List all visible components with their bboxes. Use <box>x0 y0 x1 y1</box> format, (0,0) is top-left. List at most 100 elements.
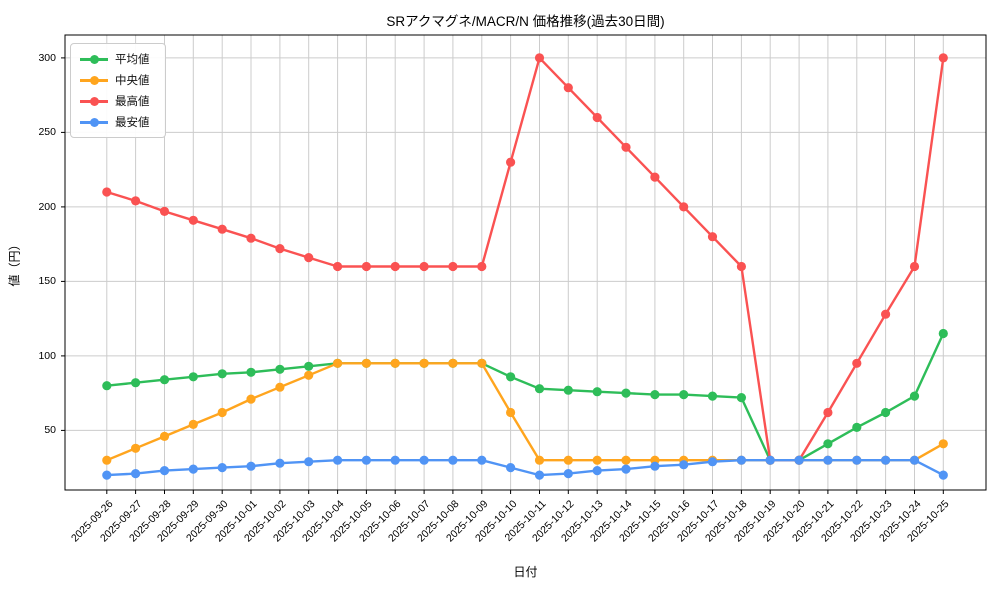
chart-title: SRアクマグネ/MACR/N 価格推移(過去30日間) <box>386 14 665 29</box>
data-point-median <box>131 443 141 453</box>
data-point-min <box>477 455 487 465</box>
data-point-median <box>246 394 256 404</box>
data-point-max <box>159 206 170 216</box>
data-point-max <box>823 407 833 418</box>
data-point-min <box>448 455 458 465</box>
y-tick-label: 250 <box>38 126 56 139</box>
data-point-average <box>304 361 314 371</box>
y-tick-label: 150 <box>38 275 56 288</box>
data-point-median <box>621 455 631 465</box>
data-point-max <box>707 232 718 242</box>
data-point-max <box>246 233 256 243</box>
data-point-min <box>679 460 689 470</box>
data-point-average <box>246 367 256 377</box>
data-point-median <box>275 382 285 392</box>
data-point-min <box>159 466 170 476</box>
legend-item-median: 中央値 <box>80 72 156 88</box>
data-point-min <box>852 455 862 465</box>
data-point-average <box>707 391 718 401</box>
data-point-min <box>217 463 227 473</box>
data-point-average <box>506 372 516 382</box>
data-point-average <box>188 372 198 382</box>
data-point-min <box>361 455 371 465</box>
data-point-median <box>592 455 602 465</box>
data-point-min <box>275 458 285 468</box>
data-point-min <box>333 455 343 465</box>
data-point-min <box>390 455 400 465</box>
legend-swatch-min-icon <box>80 117 108 127</box>
data-point-min <box>938 470 948 480</box>
data-point-median <box>563 455 573 465</box>
data-point-max <box>419 261 429 272</box>
data-point-max <box>621 142 631 152</box>
plot-border <box>64 34 987 491</box>
data-point-min <box>621 464 631 474</box>
data-point-median <box>448 358 458 368</box>
data-point-min <box>736 455 747 465</box>
data-point-max <box>563 83 573 93</box>
data-point-max <box>217 224 227 234</box>
legend: 平均値 中央値 最高値 最安値 <box>70 43 166 138</box>
data-point-min <box>188 464 198 474</box>
data-point-median <box>217 407 227 418</box>
data-point-average <box>563 385 573 395</box>
data-point-average <box>823 439 833 449</box>
data-point-min <box>592 466 602 476</box>
series-line-max <box>106 56 945 462</box>
data-point-average <box>650 390 660 400</box>
x-axis-label: 日付 <box>513 565 538 579</box>
data-point-max <box>102 187 112 197</box>
data-point-min <box>304 457 314 467</box>
data-point-median <box>102 455 112 465</box>
data-point-max <box>188 215 198 225</box>
data-point-median <box>534 455 545 465</box>
series-line-min <box>106 459 944 477</box>
data-point-average <box>938 328 948 339</box>
data-point-max <box>390 261 400 272</box>
data-point-max <box>304 253 314 263</box>
data-point-min <box>650 461 660 471</box>
data-point-min <box>246 461 256 471</box>
data-point-max <box>909 261 920 272</box>
data-point-min <box>881 455 891 465</box>
data-point-min <box>534 470 545 480</box>
data-point-max <box>131 196 141 206</box>
data-point-max <box>477 261 487 272</box>
legend-label-median: 中央値 <box>115 75 150 87</box>
data-point-average <box>736 393 747 403</box>
legend-swatch-max-icon <box>80 96 108 106</box>
data-point-min <box>823 455 833 465</box>
data-point-average <box>621 388 631 398</box>
series-line-average <box>106 332 945 462</box>
data-point-median <box>304 370 314 380</box>
data-point-max <box>881 309 891 319</box>
legend-item-max: 最高値 <box>80 93 156 109</box>
data-point-max <box>938 53 948 63</box>
data-point-average <box>909 391 920 401</box>
data-point-average <box>592 387 602 397</box>
data-point-min <box>563 469 573 479</box>
data-point-min <box>794 455 804 465</box>
data-point-max <box>534 53 545 63</box>
data-point-average <box>217 369 227 379</box>
data-point-median <box>188 419 198 429</box>
data-point-median <box>506 407 516 418</box>
data-point-median <box>938 439 948 449</box>
data-point-min <box>506 463 516 473</box>
data-point-min <box>131 469 141 479</box>
data-point-median <box>390 358 400 368</box>
legend-label-max: 最高値 <box>115 96 150 108</box>
data-point-average <box>852 422 862 432</box>
data-point-max <box>506 157 516 167</box>
data-point-median <box>361 358 371 368</box>
data-point-median <box>333 358 343 368</box>
data-point-max <box>361 261 371 272</box>
legend-label-min: 最安値 <box>115 117 150 129</box>
data-point-max <box>448 261 458 272</box>
data-point-average <box>131 378 141 388</box>
data-point-average <box>881 407 891 418</box>
data-point-min <box>419 455 429 465</box>
data-point-min <box>909 455 920 465</box>
